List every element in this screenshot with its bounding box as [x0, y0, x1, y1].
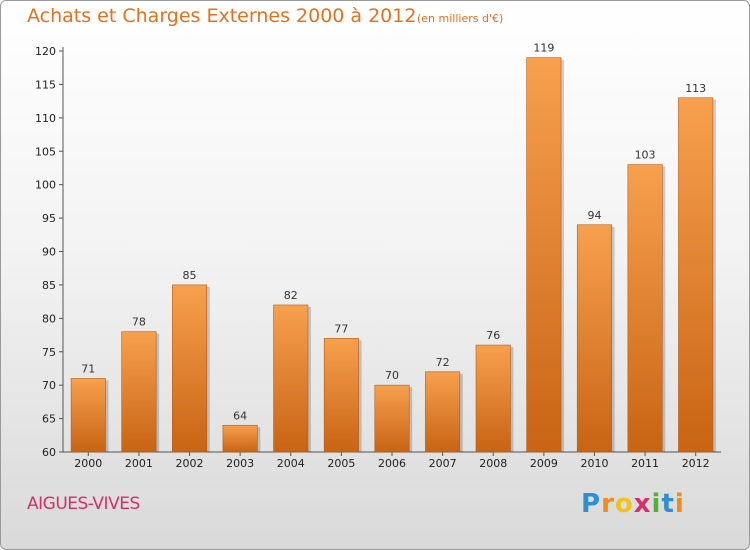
x-tick-label: 2010: [580, 457, 608, 470]
location-name: AIGUES-VIVES: [27, 494, 140, 514]
x-tick-label: 2006: [378, 457, 406, 470]
x-tick-label: 2003: [226, 457, 254, 470]
y-tick-label: 100: [35, 179, 56, 192]
x-tick-label: 2011: [631, 457, 659, 470]
bar: [121, 331, 157, 453]
y-tick-label: 65: [42, 413, 56, 426]
x-tick-label: 2005: [327, 457, 355, 470]
y-tick-label: 120: [35, 45, 56, 58]
bar: [172, 284, 208, 453]
data-label: 77: [334, 322, 348, 335]
y-tick-label: 80: [42, 312, 56, 325]
x-tick-label: 2004: [277, 457, 305, 470]
y-tick-label: 75: [42, 346, 56, 359]
x-tick-label: 2008: [479, 457, 507, 470]
data-label: 113: [685, 82, 706, 95]
data-label: 64: [233, 409, 247, 422]
bar: [70, 378, 106, 453]
bar: [323, 338, 359, 453]
bar: [222, 424, 258, 453]
y-tick-label: 70: [42, 379, 56, 392]
bar: [678, 97, 714, 453]
bar: [475, 344, 511, 453]
x-tick-label: 2007: [429, 457, 457, 470]
data-labels-group: 71 78 85 64 82 77 70 72 76 119 94 103 113: [81, 42, 706, 423]
data-label: 70: [385, 369, 399, 382]
bar: [374, 384, 410, 453]
data-label: 78: [132, 316, 146, 329]
x-tick-label: 2002: [176, 457, 204, 470]
bars-group: [70, 57, 716, 453]
x-tick-label: 2000: [74, 457, 102, 470]
data-label: 76: [486, 329, 500, 342]
chart-subtitle: (en milliers d'€): [417, 12, 504, 25]
bar: [576, 224, 612, 453]
y-tick-label: 105: [35, 145, 56, 158]
bar: [425, 371, 461, 453]
bar: [273, 304, 309, 453]
y-tick-label: 95: [42, 212, 56, 225]
proxiti-logo: Proxiti: [581, 489, 685, 519]
data-label: 71: [81, 362, 95, 375]
x-tick-label: 2012: [682, 457, 710, 470]
data-label: 82: [284, 289, 298, 302]
x-tick-label: 2009: [530, 457, 558, 470]
y-tick-label: 90: [42, 246, 56, 259]
data-label: 94: [587, 209, 601, 222]
bar: [627, 164, 663, 453]
bar: [526, 57, 562, 453]
y-tick-label: 60: [42, 446, 56, 459]
chart-title: Achats et Charges Externes 2000 à 2012: [27, 5, 417, 27]
data-label: 72: [436, 356, 450, 369]
y-tick-label: 110: [35, 112, 56, 125]
data-label: 103: [635, 149, 656, 162]
x-tick-label: 2001: [125, 457, 153, 470]
y-tick-label: 85: [42, 279, 56, 292]
data-label: 85: [183, 269, 197, 282]
y-tick-label: 115: [35, 78, 56, 91]
data-label: 119: [533, 42, 554, 55]
